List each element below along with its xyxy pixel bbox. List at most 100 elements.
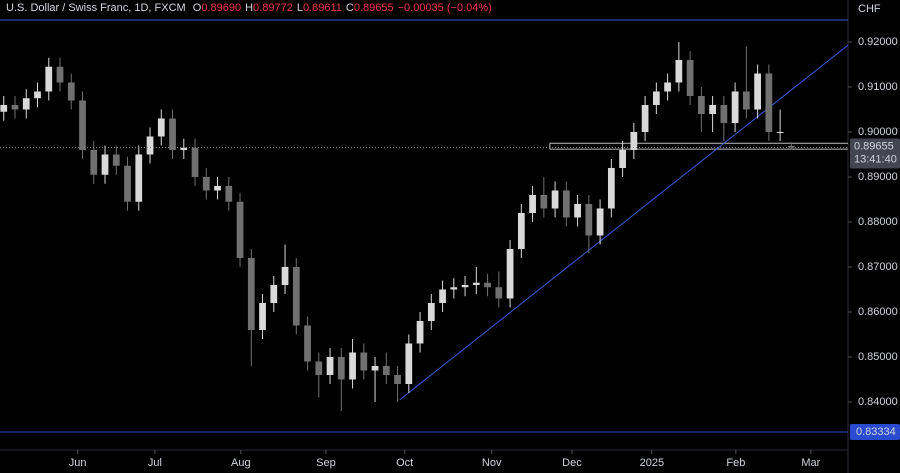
price-label: 0.83334 — [856, 426, 896, 438]
candle-body — [34, 91, 41, 99]
candle-body — [11, 104, 19, 110]
x-tick-label: Dec — [562, 457, 582, 469]
candle-body — [709, 104, 716, 114]
candle-body — [619, 149, 626, 168]
candle-body — [191, 147, 199, 177]
candle-body — [754, 73, 761, 110]
candle-body — [0, 104, 8, 112]
candle-body — [236, 201, 244, 258]
x-tick-label: Mar — [801, 457, 820, 469]
candle-body — [124, 165, 131, 202]
y-tick-label: 0.84000 — [858, 396, 898, 408]
candle-body — [686, 59, 694, 96]
candle-body — [202, 176, 210, 191]
candle-body — [742, 91, 750, 110]
x-tick-label: Aug — [231, 457, 251, 469]
ohlc-value: 0.89690 — [201, 2, 242, 14]
trendline — [399, 44, 849, 401]
y-tick-label: 0.90000 — [858, 126, 898, 138]
candle-body — [67, 82, 75, 101]
ohlc-key: L — [296, 2, 303, 14]
y-tick-label: 0.86000 — [858, 306, 898, 318]
y-tick-label: 0.92000 — [858, 36, 898, 48]
candle-body — [180, 147, 188, 150]
ohlc-value: 0.89772 — [253, 2, 293, 14]
ohlc-key: O — [192, 2, 202, 14]
candle-body — [427, 302, 435, 321]
candle-body — [259, 302, 266, 330]
candle-body — [562, 190, 570, 218]
candle-body — [281, 266, 289, 285]
candle-body — [169, 118, 176, 150]
candle-body — [146, 136, 154, 155]
ohlc-field: L0.89611 — [297, 2, 342, 14]
candle-body — [697, 95, 705, 114]
candle-body — [405, 343, 413, 384]
ohlc-key: H — [245, 2, 254, 14]
candle-body — [292, 266, 300, 326]
candle-body — [461, 284, 469, 288]
y-tick-label: 0.85000 — [858, 351, 898, 363]
ohlc-field: −0.00035 (−0.04%) — [398, 2, 492, 14]
candle-body — [247, 257, 255, 330]
candle-body — [45, 66, 53, 92]
candle-body — [326, 356, 334, 375]
x-tick-label: Nov — [482, 457, 502, 469]
ohlc-value: 0.89655 — [353, 2, 394, 14]
ohlc-field: C0.89655 — [346, 2, 394, 14]
candle-body — [529, 194, 536, 213]
candle-body — [664, 82, 671, 92]
last-price-label: 0.89655 — [854, 140, 894, 152]
ohlc-field: H0.89772 — [245, 2, 293, 14]
candle-body — [135, 154, 143, 202]
candle-body — [157, 118, 165, 137]
candle-body — [607, 167, 615, 209]
candle-body — [360, 352, 368, 371]
last-price-box — [850, 138, 900, 169]
x-tick-label: Jul — [148, 457, 162, 469]
candle-body — [90, 149, 98, 175]
x-tick-label: Oct — [396, 457, 413, 469]
candle-body — [506, 248, 514, 299]
candle-body — [585, 203, 593, 236]
x-tick-label: Jun — [69, 457, 87, 469]
candle-body — [371, 365, 379, 371]
y-tick-label: 0.88000 — [858, 216, 898, 228]
ohlc-value: −0.00035 (−0.04%) — [397, 2, 492, 14]
candle-body — [720, 104, 728, 123]
price-label-box — [850, 423, 900, 440]
y-tick-label: 0.91000 — [858, 81, 898, 93]
candle-body — [214, 185, 221, 191]
candle-body — [101, 154, 109, 175]
candle-body — [22, 98, 30, 110]
ohlc-value: 0.89611 — [302, 2, 342, 14]
ohlc-key: C — [345, 2, 354, 14]
candle-body — [439, 289, 446, 303]
candle-body — [225, 185, 233, 202]
candle-body — [540, 194, 548, 209]
candle-body — [472, 282, 480, 285]
candle-body — [652, 91, 660, 105]
candle-body — [675, 59, 683, 83]
candle-body — [787, 145, 795, 148]
candle-body — [765, 73, 773, 132]
header: U.S. Dollar / Swiss Franc, 1D, FXCM O0.8… — [6, 2, 496, 14]
candle-body — [315, 361, 323, 375]
candle-body — [776, 131, 784, 133]
candle-body — [495, 287, 503, 299]
x-tick-label: Sep — [316, 457, 336, 469]
x-tick-label: Feb — [726, 457, 745, 469]
candle-body — [641, 104, 649, 132]
countdown: 13:41:40 — [854, 153, 897, 165]
candle-body — [574, 203, 581, 218]
x-tick-label: 2025 — [640, 457, 664, 469]
candle-body — [349, 352, 356, 380]
candle-body — [79, 100, 86, 150]
candle-body — [337, 356, 345, 380]
currency: CHF — [858, 3, 881, 15]
candle-body — [270, 284, 278, 303]
candle-body — [56, 66, 64, 83]
candle-body — [304, 325, 311, 362]
